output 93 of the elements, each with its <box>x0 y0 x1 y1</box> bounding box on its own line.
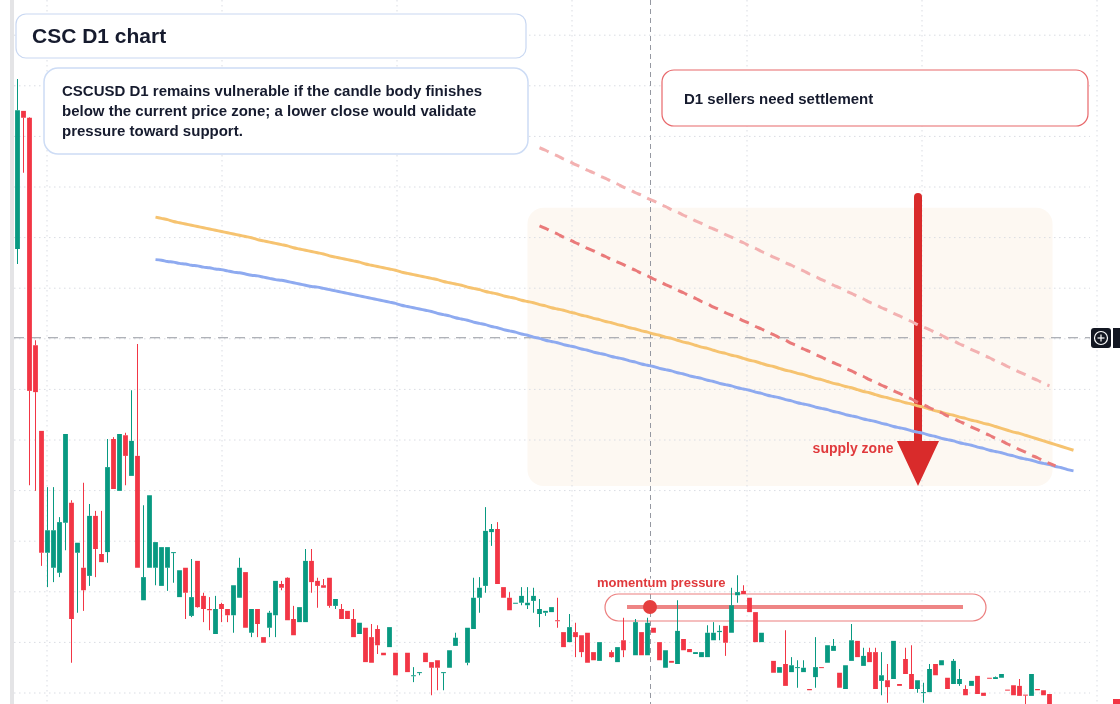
candlestick <box>891 640 896 679</box>
candlestick <box>405 652 410 673</box>
candlestick <box>783 629 788 686</box>
candlestick <box>753 612 758 643</box>
candlestick <box>189 558 194 616</box>
candlestick <box>909 644 914 689</box>
candlestick <box>645 617 650 656</box>
candlestick <box>597 642 602 661</box>
candlestick <box>219 604 224 623</box>
annotation: CSCUSD D1 remains vulnerable if the candle body finishes below the current price zone; a lower close would validate pressure toward support. <box>62 82 483 139</box>
candlestick <box>129 389 134 476</box>
candlestick <box>879 651 884 696</box>
candlestick <box>729 587 734 633</box>
candlestick <box>447 650 452 668</box>
candlestick <box>777 667 782 673</box>
candlestick <box>849 623 854 661</box>
candlestick <box>507 591 512 611</box>
candlestick <box>915 680 920 694</box>
candlestick <box>99 510 104 563</box>
candlestick <box>939 660 944 666</box>
candlestick <box>417 672 422 676</box>
candlestick <box>183 567 188 620</box>
candlestick <box>441 672 446 691</box>
candlestick <box>567 613 572 643</box>
candlestick <box>111 436 116 489</box>
candlestick <box>609 649 614 658</box>
annotation: momentum pressure <box>597 575 726 590</box>
candlestick <box>723 625 728 657</box>
candlestick <box>621 617 626 658</box>
candlestick <box>141 504 146 601</box>
candlestick <box>921 682 926 704</box>
candlestick <box>453 632 458 646</box>
candlestick <box>927 663 932 693</box>
candlestick <box>495 521 500 584</box>
candlestick <box>81 482 86 612</box>
candlestick <box>243 572 248 628</box>
candlestick <box>945 677 950 689</box>
candlestick <box>963 684 968 696</box>
candlestick <box>861 647 866 666</box>
candlestick <box>333 599 338 610</box>
candlestick <box>771 660 776 673</box>
candlestick <box>855 640 860 658</box>
candlestick <box>747 597 752 613</box>
annotation: D1 sellers need settlement <box>684 90 874 107</box>
candlestick <box>561 632 566 648</box>
candlestick <box>651 627 656 633</box>
candlestick <box>117 434 122 491</box>
candlestick <box>531 587 536 614</box>
candlestick <box>249 609 254 638</box>
candlestick <box>135 343 140 568</box>
candlestick <box>357 622 362 634</box>
candlestick <box>903 647 908 674</box>
candlestick <box>411 666 416 683</box>
candlestick <box>255 609 260 638</box>
candlestick <box>261 637 266 643</box>
candlestick <box>351 608 356 638</box>
band-label: supply zone <box>812 439 894 456</box>
candlestick <box>213 595 218 634</box>
candlestick <box>837 672 842 688</box>
candlestick <box>87 503 92 587</box>
candlestick <box>801 659 806 673</box>
candlestick <box>741 584 746 594</box>
candlestick <box>663 650 668 668</box>
candlestick <box>177 570 182 598</box>
candlestick <box>813 636 818 689</box>
candlestick <box>387 627 392 648</box>
candlestick <box>39 430 44 567</box>
candlestick <box>555 597 560 629</box>
candlestick <box>735 574 740 604</box>
candlestick <box>669 660 674 663</box>
candlestick <box>969 680 974 686</box>
candlestick <box>843 665 848 689</box>
candlestick <box>501 587 506 598</box>
candlestick <box>423 652 428 663</box>
candlestick <box>75 542 80 614</box>
candlestick <box>885 663 890 704</box>
candlestick <box>759 632 764 643</box>
chart-title: CSC D1 chart <box>32 24 167 47</box>
candlestick <box>225 609 230 623</box>
candlestick <box>615 647 620 663</box>
candlestick <box>1029 674 1034 696</box>
candlestick <box>93 510 98 578</box>
candlestick <box>15 78 20 265</box>
candlestick <box>633 618 638 656</box>
candlestick <box>675 599 680 664</box>
candlestick <box>933 664 938 676</box>
candlestick <box>393 652 398 676</box>
candlestick <box>21 110 26 174</box>
candlestick <box>105 438 110 564</box>
candlestick <box>477 576 482 614</box>
candlestick <box>657 642 662 661</box>
candlestick <box>639 632 644 656</box>
candlestick <box>69 499 74 664</box>
